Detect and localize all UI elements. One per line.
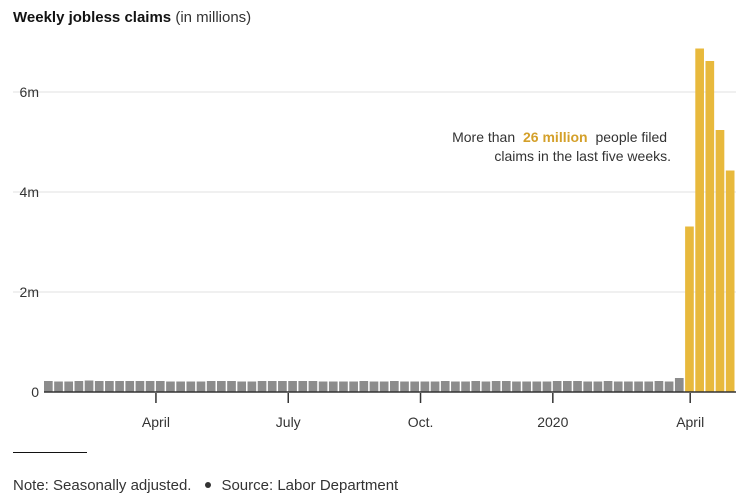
bar-20 xyxy=(247,381,257,392)
bar-31 xyxy=(359,381,369,392)
bar-63 xyxy=(685,226,694,392)
bar-18 xyxy=(227,381,236,392)
x-tick-label-2: Oct. xyxy=(408,414,434,430)
bar-59 xyxy=(644,381,654,392)
bar-45 xyxy=(501,381,511,392)
bar-60 xyxy=(654,381,664,392)
bar-33 xyxy=(379,381,389,392)
bars xyxy=(44,48,735,392)
bar-64 xyxy=(695,48,704,392)
footer-note: Note: Seasonally adjusted. xyxy=(13,477,192,494)
bar-61 xyxy=(664,381,674,392)
bar-42 xyxy=(471,381,481,392)
x-axis: April July Oct. 2020 April xyxy=(44,391,736,430)
bar-10 xyxy=(145,381,155,392)
bar-11 xyxy=(155,381,165,392)
annotation-pre: More than xyxy=(452,129,515,145)
bar-25 xyxy=(298,381,308,392)
bar-1 xyxy=(54,381,63,392)
bar-39 xyxy=(440,381,450,392)
bar-40 xyxy=(451,381,460,392)
x-tick-label-1: July xyxy=(276,414,301,430)
bar-2 xyxy=(64,381,74,392)
bar-66 xyxy=(715,130,725,392)
bar-49 xyxy=(542,381,552,392)
bar-4 xyxy=(84,380,94,392)
bar-14 xyxy=(186,381,196,392)
bar-65 xyxy=(705,61,715,392)
y-tick-label-4: 4m xyxy=(20,184,39,200)
bar-54 xyxy=(593,381,603,392)
bar-17 xyxy=(217,381,226,392)
bar-7 xyxy=(115,381,124,392)
bar-67 xyxy=(725,170,735,392)
bar-38 xyxy=(430,381,440,392)
bar-37 xyxy=(420,381,430,392)
bar-27 xyxy=(318,381,328,392)
bar-53 xyxy=(583,381,593,392)
bar-chart: 0 2m 4m 6m April July Oct. 2020 April More than… xyxy=(13,48,736,430)
bar-24 xyxy=(288,381,297,392)
bar-22 xyxy=(267,381,277,392)
bar-29 xyxy=(339,381,348,392)
annotation-line2: claims in the last five weeks. xyxy=(494,148,671,164)
x-tick-label-0: April xyxy=(142,414,170,430)
bar-13 xyxy=(176,381,185,392)
chart-title-unit: (in millions) xyxy=(175,9,252,26)
annotation: More than 26 million people filed claims… xyxy=(452,129,671,164)
bar-58 xyxy=(634,381,643,392)
annotation-highlight: 26 million xyxy=(523,129,588,145)
bar-3 xyxy=(74,381,84,392)
bar-28 xyxy=(328,381,338,392)
footer-source: Source: Labor Department xyxy=(221,477,399,494)
y-tick-label-2: 2m xyxy=(20,284,39,300)
bar-48 xyxy=(532,381,542,392)
chart-title: Weekly jobless claims (in millions) xyxy=(13,9,251,26)
bar-41 xyxy=(461,381,470,392)
bar-23 xyxy=(278,381,287,392)
bar-16 xyxy=(206,381,216,392)
bar-36 xyxy=(410,381,420,392)
bar-34 xyxy=(390,381,399,392)
bar-9 xyxy=(135,381,145,392)
bar-35 xyxy=(400,381,409,392)
annotation-post: people filed xyxy=(595,129,667,145)
bar-19 xyxy=(237,381,247,392)
footer-rule xyxy=(13,452,87,453)
bar-5 xyxy=(94,381,104,392)
y-axis-labels: 0 2m 4m 6m xyxy=(20,84,40,400)
y-tick-label-0: 0 xyxy=(31,384,39,400)
bar-55 xyxy=(603,381,613,392)
x-tick-label-4: April xyxy=(676,414,704,430)
footer: Note: Seasonally adjusted. Source: Labor … xyxy=(13,477,398,494)
chart-title-main: Weekly jobless claims xyxy=(13,9,172,26)
bar-15 xyxy=(196,381,206,392)
bar-56 xyxy=(613,381,623,392)
bar-8 xyxy=(125,381,135,392)
bar-51 xyxy=(563,381,572,392)
bullet-icon xyxy=(205,482,212,489)
y-tick-label-6: 6m xyxy=(20,84,39,100)
bar-50 xyxy=(552,381,562,392)
bar-43 xyxy=(481,381,491,392)
bar-57 xyxy=(624,381,633,392)
bar-26 xyxy=(308,381,318,392)
bar-30 xyxy=(349,381,358,392)
bar-52 xyxy=(573,381,582,392)
bar-0 xyxy=(44,381,53,392)
x-tick-label-3: 2020 xyxy=(537,414,568,430)
bar-12 xyxy=(166,381,175,392)
bar-32 xyxy=(369,381,379,392)
gridlines xyxy=(13,91,736,293)
bar-6 xyxy=(105,381,114,392)
bar-62 xyxy=(674,378,684,392)
bar-47 xyxy=(522,381,531,392)
bar-21 xyxy=(257,381,267,392)
bar-44 xyxy=(491,381,501,392)
bar-46 xyxy=(512,381,521,392)
